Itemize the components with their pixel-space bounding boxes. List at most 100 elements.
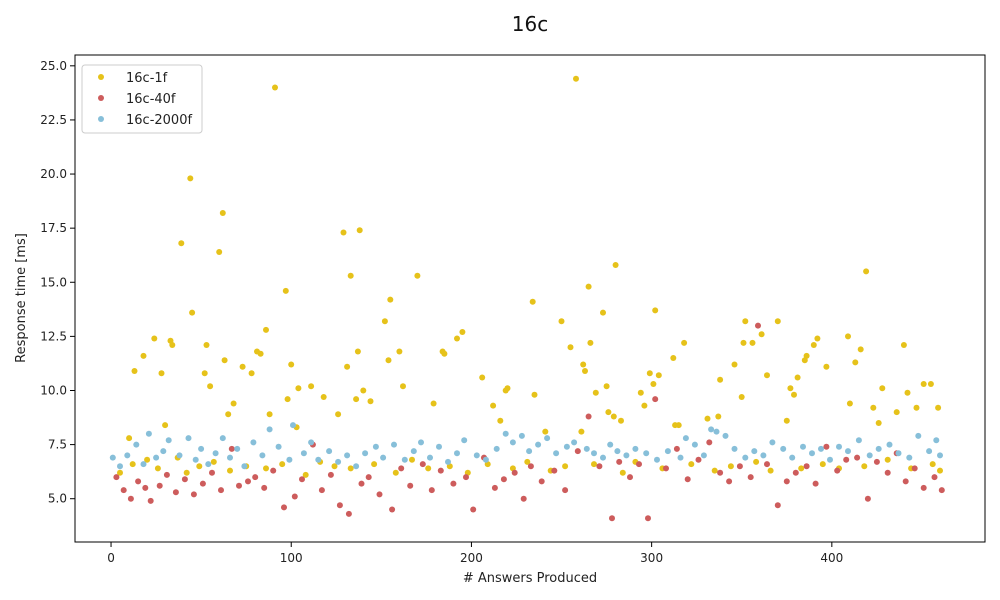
data-point — [196, 463, 203, 470]
data-point — [789, 454, 796, 461]
data-point — [551, 467, 558, 474]
data-point — [614, 448, 621, 455]
data-point — [641, 402, 648, 409]
data-point — [153, 454, 160, 461]
data-point — [358, 480, 365, 487]
data-point — [607, 441, 614, 448]
data-point — [854, 454, 861, 461]
data-point — [682, 435, 689, 442]
data-point — [542, 428, 549, 435]
data-point — [863, 268, 870, 275]
data-point — [151, 335, 158, 342]
data-point — [113, 474, 120, 481]
data-point — [470, 506, 477, 513]
data-point — [900, 342, 907, 348]
data-point — [450, 480, 457, 487]
series-16c-40f — [113, 322, 945, 522]
data-point — [544, 435, 551, 442]
data-point — [726, 478, 733, 485]
data-point — [818, 445, 824, 452]
data-point — [800, 443, 806, 450]
data-point — [389, 506, 396, 513]
data-point — [371, 461, 378, 468]
legend-box — [81, 64, 203, 134]
data-point — [437, 467, 444, 474]
data-point — [836, 443, 842, 450]
data-point — [380, 454, 387, 461]
data-point — [241, 463, 248, 470]
data-point — [758, 331, 765, 338]
data-point — [780, 445, 787, 452]
data-point — [245, 478, 251, 485]
data-point — [356, 227, 363, 234]
data-point — [482, 456, 489, 463]
data-point — [518, 432, 525, 439]
data-point — [263, 465, 269, 472]
data-point — [787, 385, 794, 392]
data-point — [574, 448, 581, 455]
data-point — [879, 385, 886, 392]
data-point — [124, 452, 131, 459]
data-point — [160, 448, 167, 455]
plot-points — [109, 75, 945, 522]
data-point — [526, 448, 533, 455]
data-point — [360, 387, 367, 394]
data-point — [520, 495, 527, 502]
legend-marker-16c-2000f — [98, 116, 104, 122]
data-point — [827, 456, 833, 463]
data-point — [409, 456, 415, 463]
legend-label-16c-2000f: 16c-2000f — [126, 113, 192, 128]
data-point — [580, 361, 587, 368]
data-point — [673, 445, 680, 452]
data-point — [636, 461, 642, 468]
data-point — [711, 467, 718, 474]
data-point — [165, 437, 172, 444]
data-point — [852, 359, 859, 366]
data-point — [931, 474, 938, 481]
data-point — [391, 441, 397, 448]
data-point — [769, 439, 776, 446]
data-point — [428, 487, 435, 494]
data-point — [344, 452, 351, 459]
data-point — [740, 339, 747, 346]
data-point — [722, 432, 729, 439]
data-point — [131, 368, 138, 374]
data-point — [509, 439, 516, 446]
data-point — [791, 391, 797, 398]
data-point — [117, 463, 123, 470]
data-point — [861, 463, 868, 470]
data-point — [218, 487, 224, 494]
data-point — [632, 445, 639, 452]
data-point — [156, 482, 163, 489]
data-point — [605, 409, 612, 416]
data-point — [427, 454, 433, 461]
data-point — [600, 309, 606, 316]
data-point — [809, 450, 815, 457]
data-point — [228, 445, 235, 452]
data-point — [154, 465, 161, 472]
data-point — [236, 482, 242, 489]
data-point — [935, 404, 942, 411]
data-point — [210, 458, 217, 465]
data-point — [201, 370, 208, 377]
data-point — [937, 452, 943, 459]
x-tick-label: 300 — [640, 551, 663, 565]
data-point — [248, 370, 255, 377]
data-point — [227, 454, 233, 461]
data-point — [259, 452, 266, 459]
data-point — [727, 463, 734, 470]
data-point — [169, 342, 176, 348]
data-point — [172, 489, 179, 496]
data-point — [591, 461, 597, 468]
data-point — [783, 417, 790, 424]
data-point — [266, 411, 273, 418]
data-point — [221, 357, 228, 364]
data-point — [553, 450, 560, 457]
data-point — [410, 448, 417, 455]
data-point — [592, 389, 599, 396]
data-point — [906, 454, 913, 461]
y-axis-label: Response time [ms] — [14, 233, 29, 363]
data-point — [392, 469, 399, 476]
data-point — [308, 383, 315, 390]
data-point — [207, 383, 214, 390]
